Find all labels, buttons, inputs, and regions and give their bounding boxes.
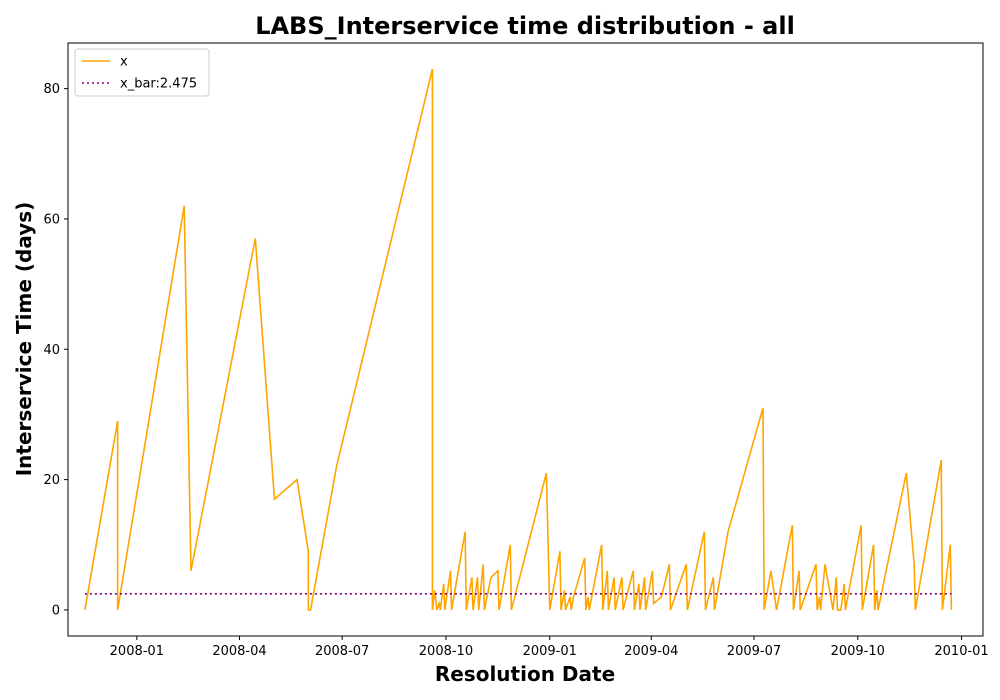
- y-axis-ticks: 0 20 40 60 80: [43, 82, 68, 618]
- x-tick-label: 2009-10: [831, 644, 885, 659]
- y-tick-label: 80: [43, 82, 60, 97]
- y-tick-label: 60: [43, 212, 60, 227]
- y-axis-label: Interservice Time (days): [12, 202, 36, 477]
- y-tick-label: 20: [43, 473, 60, 488]
- legend: x x_bar:2.475: [74, 48, 210, 97]
- legend-label-1: x_bar:2.475: [120, 77, 197, 92]
- chart-title: LABS_Interservice time distribution - al…: [255, 12, 795, 40]
- series-layer: [84, 68, 953, 611]
- x-tick-label: 2008-10: [419, 644, 473, 659]
- y-tick-label: 0: [52, 603, 60, 618]
- legend-label-0: x: [120, 55, 128, 70]
- x-axis-ticks: 2008-01 2008-04 2008-07 2008-10 2009-01 2009-…: [110, 636, 989, 659]
- plot-area: [68, 43, 983, 636]
- plot-frame: [67, 42, 984, 637]
- x-axis-label: Resolution Date: [435, 662, 615, 686]
- x-tick-label: 2010-01: [934, 644, 988, 659]
- x-tick-label: 2009-01: [523, 644, 577, 659]
- y-tick-label: 40: [43, 343, 60, 358]
- x-tick-label: 2008-01: [110, 644, 164, 659]
- x-tick-label: 2008-07: [315, 644, 369, 659]
- series-line-0: [84, 68, 953, 611]
- x-tick-label: 2008-04: [212, 644, 266, 659]
- x-tick-label: 2009-07: [727, 644, 781, 659]
- x-tick-label: 2009-04: [624, 644, 678, 659]
